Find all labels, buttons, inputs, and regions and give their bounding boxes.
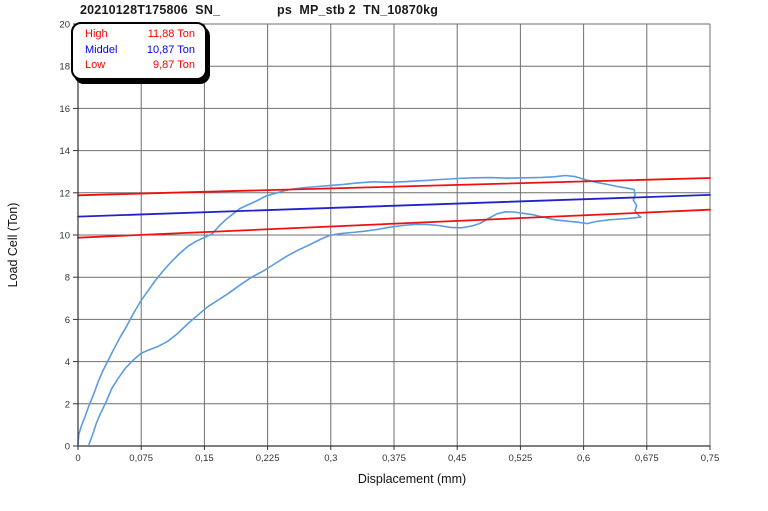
y-tick-label: 10 xyxy=(59,231,70,242)
x-tick-label: 0,525 xyxy=(509,453,533,464)
x-tick-label: 0 xyxy=(75,453,80,464)
x-tick-label: 0,075 xyxy=(129,453,153,464)
y-tick-label: 0 xyxy=(65,442,70,453)
x-axis-label: Displacement (mm) xyxy=(358,472,466,486)
y-tick-label: 4 xyxy=(65,357,70,368)
low-limit-line-series xyxy=(77,208,711,239)
x-tick-label: 0,225 xyxy=(256,453,280,464)
chart-title-left: 20210128T175806 SN_ xyxy=(80,3,221,17)
y-tick-label: 6 xyxy=(65,315,70,326)
y-tick-label: 16 xyxy=(59,104,70,115)
legend-value: 11,88 Ton xyxy=(147,28,195,40)
y-tick-label: 8 xyxy=(65,273,70,284)
legend-label: Middel xyxy=(85,43,118,56)
x-tick-label: 0,75 xyxy=(701,453,720,464)
y-axis-label: Load Cell (Ton) xyxy=(6,203,20,288)
x-tick-label: 0,6 xyxy=(577,453,590,464)
legend-value: 10,87 Ton xyxy=(146,43,195,56)
x-tick-label: 0,3 xyxy=(324,453,337,464)
y-tick-label: 18 xyxy=(59,62,70,73)
y-tick-label: 20 xyxy=(59,20,70,31)
legend-item-high: High 11,88 Ton xyxy=(85,27,195,43)
high-limit-line-series xyxy=(77,177,711,197)
x-tick-label: 0,15 xyxy=(195,453,214,464)
legend-item-middel: Middel 10,87 Ton xyxy=(85,43,195,59)
y-tick-label: 14 xyxy=(59,146,70,157)
middel-fit-line-series xyxy=(77,193,711,218)
x-tick-label: 0,675 xyxy=(635,453,659,464)
chart-title-right: ps MP_stb 2 TN_10870kg xyxy=(277,3,439,17)
y-tick-label: 2 xyxy=(65,399,70,410)
legend-item-low: Low 9,87 Ton xyxy=(85,58,195,74)
legend-box: High 11,88 Ton Middel 10,87 Ton Low 9,87… xyxy=(71,22,207,80)
load-displacement-measurement-series xyxy=(77,174,642,446)
y-tick-label: 12 xyxy=(59,188,70,199)
legend-value: 9,87 Ton xyxy=(152,59,195,71)
x-tick-label: 0,375 xyxy=(382,453,406,464)
x-tick-label: 0,45 xyxy=(448,453,467,464)
legend-label: Low xyxy=(85,59,106,71)
legend-label: High xyxy=(85,28,108,40)
